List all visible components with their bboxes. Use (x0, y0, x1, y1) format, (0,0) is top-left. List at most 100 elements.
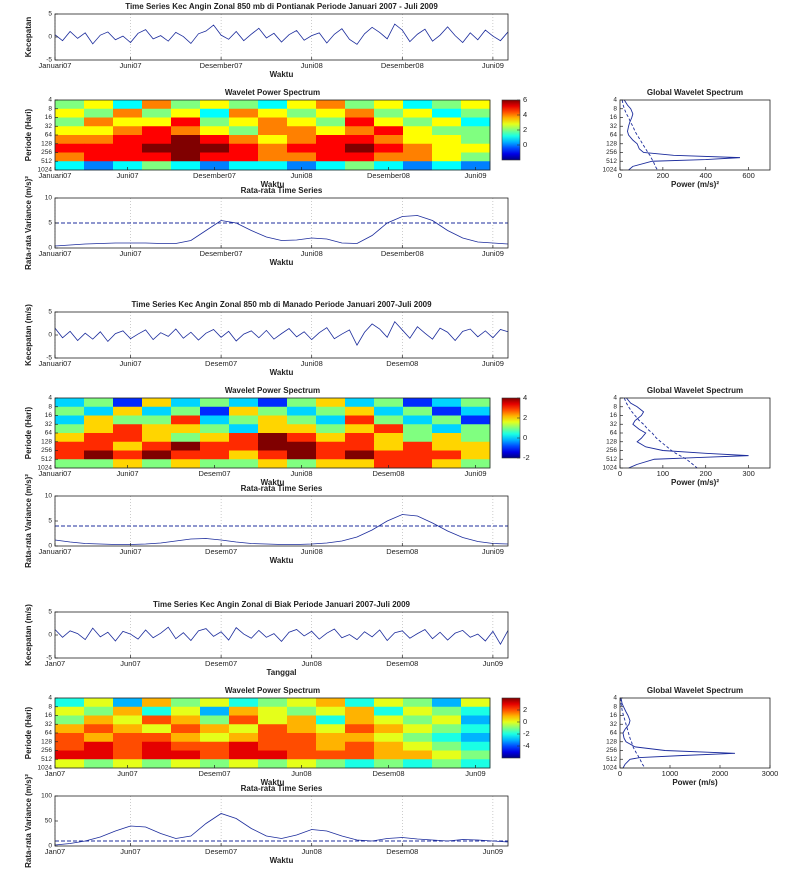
heatmap-cell (84, 750, 114, 760)
chart-title: Wavelet Power Spectrum (225, 88, 320, 97)
heatmap-cell (403, 715, 433, 725)
heatmap-cell (171, 706, 201, 716)
x-tick-label: Desember08 (381, 249, 424, 258)
heatmap-cell (229, 750, 259, 760)
y-tick-label: 128 (41, 140, 52, 147)
x-tick-label: 200 (699, 469, 712, 478)
heatmap-cell (142, 715, 172, 725)
heatmap-cell (432, 126, 462, 136)
x-tick-label: Desem07 (205, 359, 237, 368)
y-tick-label: 5 (48, 609, 52, 616)
heatmap-cell (171, 441, 201, 451)
heatmap-cell (287, 117, 317, 127)
heatmap-cell (345, 161, 375, 171)
heatmap-cell (287, 724, 317, 734)
heatmap-cell (142, 398, 172, 408)
heatmap-cell (200, 733, 230, 743)
heatmap-cell (171, 741, 201, 751)
y-tick-label: 4 (48, 695, 52, 702)
y-axis-label: Rata-rata Variance (m/s)² (24, 474, 33, 568)
y-tick-label: 1024 (38, 465, 53, 472)
x-tick-label: Juni09 (464, 171, 486, 180)
heatmap-cell (171, 108, 201, 118)
heatmap-cell (432, 398, 462, 408)
heatmap-cell (171, 715, 201, 725)
heatmap-cell (403, 117, 433, 127)
y-tick-label: 100 (41, 793, 52, 800)
y-tick-label: 256 (41, 149, 52, 156)
y-tick-label: 0 (48, 34, 52, 41)
heatmap-cell (55, 161, 85, 171)
heatmap-cell (55, 117, 85, 127)
y-tick-label: 512 (606, 158, 617, 165)
heatmap-cell (84, 135, 114, 145)
heatmap-cell (432, 698, 462, 708)
heatmap-cell (200, 759, 230, 769)
heatmap-cell (403, 459, 433, 469)
heatmap-cell (200, 406, 230, 416)
x-tick-label: Desem08 (386, 847, 418, 856)
x-tick-label: Juni08 (301, 249, 323, 258)
x-tick-label: Jun09 (483, 847, 503, 856)
x-tick-label: Juni09 (482, 61, 504, 70)
heatmap-cell (113, 424, 143, 434)
heatmap-cell (316, 698, 346, 708)
heatmap-cell (345, 152, 375, 162)
heatmap-cell (171, 100, 201, 110)
y-tick-label: 8 (613, 403, 617, 410)
x-tick-label: Desem07 (198, 469, 230, 478)
heatmap-cell (113, 759, 143, 769)
heatmap-cell (200, 152, 230, 162)
heatmap-cell (229, 706, 259, 716)
heatmap-cell (374, 706, 404, 716)
y-tick-label: 10 (45, 493, 53, 500)
heatmap-cell (287, 161, 317, 171)
heatmap-cell (287, 100, 317, 110)
heatmap-cell (316, 398, 346, 408)
heatmap-cell (113, 161, 143, 171)
heatmap-cell (200, 161, 230, 171)
heatmap-cell (432, 108, 462, 118)
heatmap-cell (258, 698, 288, 708)
heatmap-cell (287, 733, 317, 743)
y-axis-label: Kecepatan (24, 17, 33, 58)
heatmap-cell (200, 706, 230, 716)
heatmap-cell (461, 715, 491, 725)
heatmap-cell (316, 741, 346, 751)
heatmap-cell (374, 152, 404, 162)
heatmap-cell (200, 135, 230, 145)
heatmap-cell (55, 741, 85, 751)
colorbar-tick-label: 4 (523, 393, 527, 402)
y-tick-label: 32 (45, 123, 53, 130)
y-tick-label: -5 (46, 57, 52, 64)
heatmap-cell (287, 108, 317, 118)
heatmap-cell (374, 698, 404, 708)
chart-title: Time Series Kec Angin Zonal 850 mb di Ma… (131, 300, 432, 309)
x-tick-label: 600 (742, 171, 755, 180)
colorbar-tick-label: -2 (523, 453, 530, 462)
heatmap-cell (258, 108, 288, 118)
heatmap-cell (84, 433, 114, 443)
heatmap-cell (403, 706, 433, 716)
heatmap-cell (316, 706, 346, 716)
heatmap-cell (55, 100, 85, 110)
heatmap-cell (374, 135, 404, 145)
heatmap-cell (229, 117, 259, 127)
chart-title: Time Series Kec Angin Zonal di Biak Peri… (153, 600, 411, 609)
heatmap-cell (432, 117, 462, 127)
heatmap-cell (258, 750, 288, 760)
heatmap-cell (403, 161, 433, 171)
heatmap-cell (84, 759, 114, 769)
heatmap-cell (316, 733, 346, 743)
heatmap-cell (113, 415, 143, 425)
heatmap-cell (55, 706, 85, 716)
y-axis-label: Rata-rata Variance (m/s)² (24, 176, 33, 270)
x-tick-label: 0 (618, 171, 622, 180)
heatmap-cell (403, 152, 433, 162)
x-tick-label: 2000 (712, 769, 729, 778)
spectrum-line (623, 99, 741, 171)
heatmap-cell (200, 108, 230, 118)
heatmap-cell (142, 441, 172, 451)
heatmap-cell (142, 135, 172, 145)
y-tick-label: 8 (48, 105, 52, 112)
